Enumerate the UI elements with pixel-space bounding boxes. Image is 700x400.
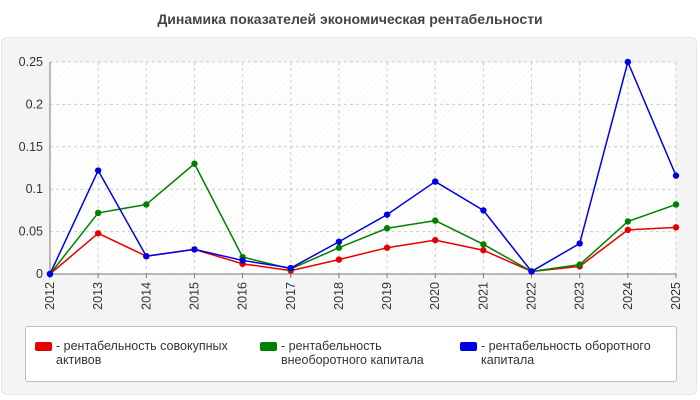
data-point-s2-2013 xyxy=(94,209,102,217)
data-point-s3-2013 xyxy=(94,167,102,174)
y-tick-label: 0.25 xyxy=(19,55,43,69)
y-tick-label: 0.2 xyxy=(26,97,43,111)
x-tick-label: 2014 xyxy=(139,282,153,310)
y-tick-label: 0 xyxy=(36,267,43,281)
data-point-s3-2020 xyxy=(432,178,439,185)
legend-swatch-3 xyxy=(460,342,477,351)
data-point-s2-2015 xyxy=(191,160,198,167)
data-point-s1-2020 xyxy=(432,236,439,244)
y-tick-label: 0.1 xyxy=(26,182,43,196)
x-tick-label: 2025 xyxy=(669,282,683,310)
data-point-s2-2024 xyxy=(624,218,632,225)
series-line-3 xyxy=(49,61,677,275)
y-tick-label: 0.05 xyxy=(19,225,43,239)
x-tick-label: 2013 xyxy=(91,282,105,310)
x-tick-label: 2016 xyxy=(236,282,250,310)
data-point-s3-2016 xyxy=(239,257,246,264)
legend-item-2: рентабельность внеоборотного капитала xyxy=(260,339,461,367)
x-tick-label: 2012 xyxy=(43,282,57,310)
x-tick-label: 2020 xyxy=(428,282,442,310)
data-point-s2-2019 xyxy=(383,225,391,232)
legend-label-3: рентабельность оборотного капитала xyxy=(481,339,661,367)
data-point-s3-2021 xyxy=(480,207,487,214)
x-tick-label: 2017 xyxy=(284,282,298,310)
data-point-s1-2018 xyxy=(335,256,343,263)
chart-legend: рентабельность совокупных активов рентаб… xyxy=(25,326,677,382)
chart-title: Динамика показателей экономическая рента… xyxy=(157,11,543,27)
legend-swatch-1 xyxy=(35,342,52,351)
data-point-s1-2019 xyxy=(383,244,391,251)
data-point-s3-2017 xyxy=(287,264,294,272)
series-line-2 xyxy=(49,163,677,275)
x-tick-label: 2024 xyxy=(621,282,635,310)
data-point-s1-2013 xyxy=(94,230,102,237)
data-point-s2-2021 xyxy=(480,241,487,248)
x-tick-label: 2019 xyxy=(380,282,394,310)
data-point-s2-2025 xyxy=(672,201,680,208)
data-point-s2-2014 xyxy=(143,201,150,208)
y-tick-label: 0.15 xyxy=(19,140,43,154)
x-tick-label: 2018 xyxy=(332,282,346,310)
data-point-s3-2019 xyxy=(383,211,391,218)
data-point-s2-2023 xyxy=(576,261,583,268)
x-tick-label: 2023 xyxy=(573,282,587,310)
data-point-s3-2024 xyxy=(624,58,632,66)
x-tick-label: 2021 xyxy=(476,282,490,310)
data-point-s2-2018 xyxy=(335,244,343,251)
data-point-s3-2025 xyxy=(672,172,680,179)
data-point-s1-2021 xyxy=(480,247,487,254)
x-tick-label: 2015 xyxy=(187,282,201,310)
legend-item-3: рентабельность оборотного капитала xyxy=(460,339,661,367)
legend-label-2: рентабельность внеоборотного капитала xyxy=(281,339,461,367)
data-point-s2-2020 xyxy=(432,217,439,224)
legend-item-1: рентабельность совокупных активов xyxy=(35,339,236,367)
data-point-s3-2012 xyxy=(46,270,54,278)
data-point-s3-2022 xyxy=(528,268,535,275)
data-point-s3-2023 xyxy=(576,240,583,247)
data-point-s3-2015 xyxy=(191,246,198,253)
legend-label-1: рентабельность совокупных активов xyxy=(56,339,236,367)
data-point-s1-2024 xyxy=(624,226,632,234)
data-point-s3-2018 xyxy=(335,238,343,245)
data-point-s3-2014 xyxy=(143,252,150,260)
data-point-s1-2025 xyxy=(672,224,680,231)
x-tick-label: 2022 xyxy=(525,282,539,310)
legend-swatch-2 xyxy=(260,342,277,351)
